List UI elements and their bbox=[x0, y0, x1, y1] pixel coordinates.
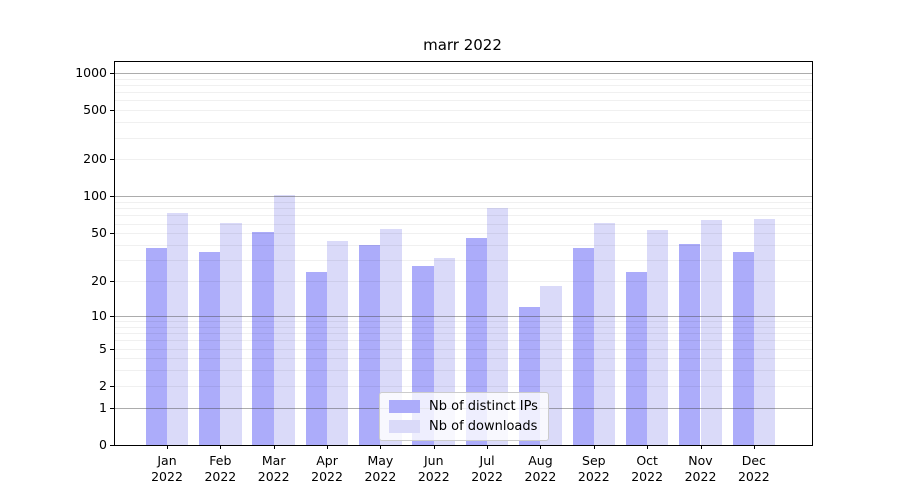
x-tick-label-jun: Jun 2022 bbox=[417, 453, 450, 484]
x-tick-label-aug: Aug 2022 bbox=[524, 453, 557, 484]
legend-item-downloads: Nb of downloads bbox=[389, 419, 538, 434]
bar-downloads-may bbox=[380, 229, 402, 445]
x-tick-mark bbox=[327, 445, 329, 449]
bar-downloads-jan bbox=[167, 213, 189, 445]
y-tick-label-200: 200 bbox=[83, 151, 107, 167]
legend-label-downloads: Nb of downloads bbox=[429, 419, 538, 434]
minor-gridline bbox=[115, 208, 812, 210]
x-tick-mark bbox=[593, 445, 595, 449]
major-gridline bbox=[115, 72, 812, 74]
downloads-swatch bbox=[389, 420, 420, 433]
chart-title: marr 2022 bbox=[423, 36, 502, 54]
minor-gridline bbox=[115, 122, 812, 124]
minor-gridline bbox=[115, 78, 812, 80]
x-tick-label-sep: Sep 2022 bbox=[577, 453, 610, 484]
bar-downloads-jul bbox=[487, 207, 509, 445]
bar-ips-dec bbox=[732, 252, 754, 445]
x-tick-mark bbox=[220, 445, 222, 449]
x-tick-mark bbox=[487, 445, 489, 449]
y-tick-label-1: 1 bbox=[99, 399, 107, 415]
x-tick-mark bbox=[540, 445, 542, 449]
y-tick-mark bbox=[110, 233, 114, 235]
legend-label-ips: Nb of distinct IPs bbox=[429, 399, 538, 414]
x-tick-mark bbox=[380, 445, 382, 449]
bar-downloads-apr bbox=[327, 241, 349, 445]
legend: Nb of distinct IPs Nb of downloads bbox=[379, 392, 549, 441]
bar-downloads-oct bbox=[647, 230, 669, 445]
ips-swatch bbox=[389, 400, 420, 413]
bar-downloads-mar bbox=[273, 195, 295, 445]
bar-ips-sep bbox=[572, 247, 594, 445]
y-tick-mark bbox=[110, 159, 114, 161]
x-tick-label-jan: Jan 2022 bbox=[151, 453, 183, 484]
y-tick-mark bbox=[110, 348, 114, 350]
y-tick-mark bbox=[110, 445, 114, 446]
bar-ips-may bbox=[359, 245, 381, 445]
bar-downloads-dec bbox=[753, 218, 776, 445]
y-tick-label-1000: 1000 bbox=[75, 64, 107, 80]
y-tick-mark bbox=[110, 315, 114, 317]
y-tick-label-5: 5 bbox=[99, 340, 107, 356]
y-tick-label-50: 50 bbox=[91, 225, 107, 241]
x-tick-label-jul: Jul 2022 bbox=[471, 453, 503, 484]
bar-ips-nov bbox=[679, 243, 701, 445]
x-tick-label-mar: Mar 2022 bbox=[257, 453, 290, 484]
x-tick-mark bbox=[273, 445, 275, 449]
y-tick-mark bbox=[110, 281, 114, 283]
bar-ips-mar bbox=[252, 232, 274, 445]
bar-ips-apr bbox=[305, 271, 328, 445]
x-tick-label-feb: Feb 2022 bbox=[204, 453, 237, 484]
y-tick-mark bbox=[110, 110, 114, 112]
y-tick-mark bbox=[110, 72, 114, 74]
minor-gridline bbox=[115, 137, 812, 139]
minor-gridline bbox=[115, 92, 812, 94]
y-tick-label-10: 10 bbox=[91, 307, 107, 323]
x-tick-mark bbox=[433, 445, 435, 449]
bar-downloads-nov bbox=[700, 220, 722, 445]
y-tick-label-500: 500 bbox=[83, 102, 107, 118]
x-tick-label-may: May 2022 bbox=[364, 453, 397, 484]
minor-gridline bbox=[115, 84, 812, 86]
plot-area: Nb of distinct IPs Nb of downloads Jan 20… bbox=[75, 61, 813, 484]
major-gridline bbox=[115, 196, 812, 198]
minor-gridline bbox=[115, 110, 812, 112]
minor-gridline bbox=[115, 159, 812, 161]
y-tick-mark bbox=[110, 407, 114, 409]
legend-item-ips: Nb of distinct IPs bbox=[389, 399, 538, 414]
minor-gridline bbox=[115, 100, 812, 102]
x-tick-label-apr: Apr 2022 bbox=[311, 453, 343, 484]
y-tick-mark bbox=[110, 385, 114, 387]
y-tick-label-100: 100 bbox=[83, 188, 107, 204]
x-tick-label-oct: Oct 2022 bbox=[631, 453, 664, 484]
x-tick-mark bbox=[700, 445, 702, 449]
y-tick-mark bbox=[110, 196, 114, 198]
y-tick-label-2: 2 bbox=[99, 377, 107, 393]
minor-gridline bbox=[115, 202, 812, 204]
bar-ips-feb bbox=[199, 252, 221, 445]
x-tick-label-nov: Nov 2022 bbox=[684, 453, 717, 484]
x-tick-mark bbox=[647, 445, 649, 449]
bar-downloads-feb bbox=[220, 222, 242, 445]
y-tick-label-0: 0 bbox=[99, 437, 107, 452]
bar-ips-jan bbox=[145, 247, 167, 445]
x-tick-label-dec: Dec 2022 bbox=[737, 453, 770, 484]
x-tick-mark bbox=[167, 445, 168, 449]
x-tick-mark bbox=[753, 445, 755, 449]
bar-downloads-sep bbox=[593, 222, 616, 445]
minor-gridline bbox=[115, 215, 812, 217]
y-tick-label-20: 20 bbox=[91, 273, 107, 289]
bar-ips-oct bbox=[625, 271, 648, 445]
